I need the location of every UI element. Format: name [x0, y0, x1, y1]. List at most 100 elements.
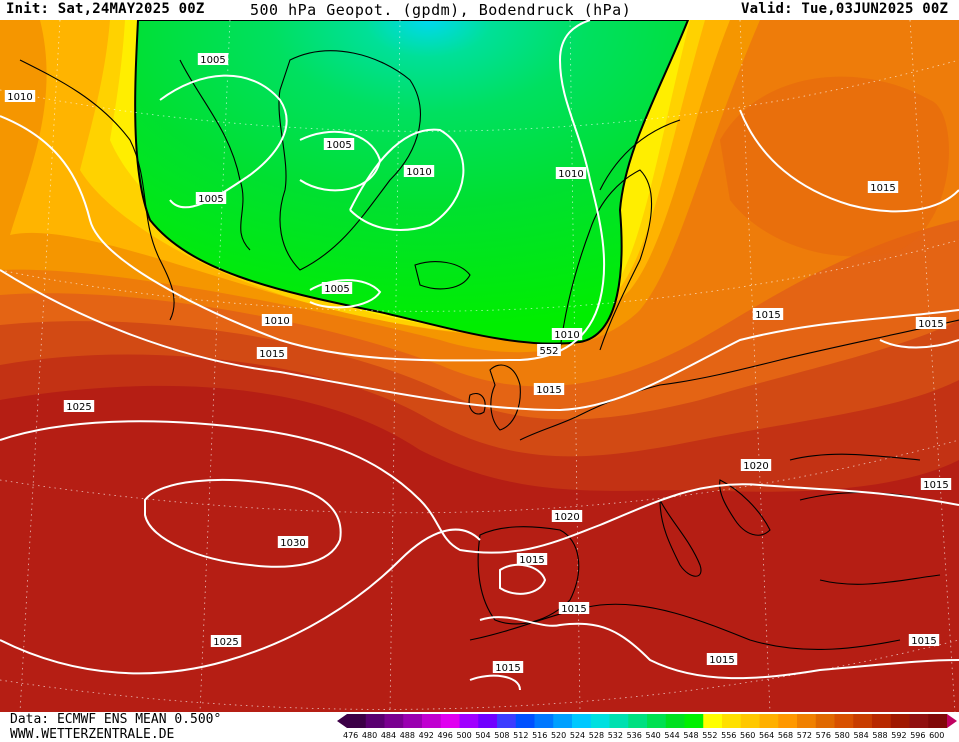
- colorbar-cell: [928, 714, 948, 728]
- colorbar-tick-label: 528: [588, 731, 605, 740]
- colorbar-cell: [478, 714, 498, 728]
- isobar-label-text: 1005: [200, 55, 225, 66]
- isobar-label-text: 1030: [280, 538, 305, 549]
- colorbar-cell: [403, 714, 423, 728]
- colorbar-cell: [628, 714, 648, 728]
- colorbar-tick-label: 496: [437, 731, 453, 740]
- init-time: Init: Sat,24MAY2025 00Z: [6, 1, 205, 17]
- colorbar-tick-label: 552: [702, 731, 718, 740]
- colorbar-tick-label: 500: [456, 731, 472, 740]
- website-link[interactable]: WWW.WETTERZENTRALE.DE: [10, 727, 175, 742]
- colorbar-tick-label: 544: [664, 731, 680, 740]
- colorbar-cell: [909, 714, 929, 728]
- isobar-label-box: [915, 317, 947, 329]
- colorbar-tick-label: 592: [891, 731, 907, 740]
- isobar-label: 1010: [551, 328, 583, 341]
- colorbar-tick-label: 480: [361, 731, 378, 740]
- isobar-label-text: 1020: [743, 461, 768, 472]
- isobar-label-box: [63, 400, 95, 412]
- colorbar-tick-label: 504: [475, 731, 491, 740]
- colorbar-tick-label: 536: [626, 731, 642, 740]
- isobar-label-text: 1010: [558, 169, 583, 180]
- colorbar-tick-label: 520: [550, 731, 567, 740]
- isobar-label: 1015: [908, 634, 940, 647]
- isobar-label-box: [740, 459, 772, 471]
- colorbar-tick-label: 488: [399, 731, 415, 740]
- isobar-label-box: [920, 478, 952, 490]
- colorbar-cell: [703, 714, 723, 728]
- isobar-label-text: 1005: [324, 284, 349, 295]
- colorbar-tick-label: 476: [343, 731, 359, 740]
- coastlines: [19, 50, 959, 651]
- isobar-label-box: [555, 167, 587, 179]
- isobar-label: 1005: [195, 192, 227, 205]
- colorbar-cell: [515, 714, 535, 728]
- isobar-label: 1020: [551, 510, 583, 523]
- colorbar-cell: [534, 714, 554, 728]
- colorbar-tick-label: 588: [872, 731, 888, 740]
- isobar-label: 1015: [516, 553, 548, 566]
- isobar-label-box: [752, 308, 784, 320]
- isobars: [0, 20, 959, 691]
- isobar-label-box: [867, 181, 899, 193]
- colorbar-cell: [815, 714, 835, 728]
- isobar-label-text: 1025: [66, 402, 91, 413]
- isobar-label: 1030: [277, 536, 309, 549]
- isobar-label-box: [277, 536, 309, 548]
- isobar-label-box: [261, 314, 293, 326]
- colorbar-tick-label: 556: [721, 731, 737, 740]
- colorbar-tick-label: 524: [569, 731, 586, 740]
- colorbar-cell: [665, 714, 685, 728]
- colorbar-tick-label: 484: [380, 731, 397, 740]
- isobar-label-box: [558, 602, 590, 614]
- colorbar-cell: [497, 714, 517, 728]
- colorbar-tick-label: 508: [494, 731, 510, 740]
- isobar-label-text: 1015: [918, 319, 943, 330]
- isobar-label: 1010: [261, 314, 293, 327]
- isobar-label-text: 1010: [406, 167, 431, 178]
- isobar-label: 1015: [867, 181, 899, 194]
- colorbar-cell: [890, 714, 910, 728]
- isobar-label: 1025: [63, 400, 95, 413]
- colorbar-tick-label: 584: [853, 731, 869, 740]
- colorbar-cell: [647, 714, 667, 728]
- isobar-label-text: 1020: [554, 512, 579, 523]
- isobar-label-text: 1005: [326, 140, 351, 151]
- forecast-map: 1005 1005 1005 1005 1010 1010 1010 1010 1010 552 1…: [0, 20, 959, 712]
- colorbar-tick-label: 568: [777, 731, 794, 740]
- isobar-label: 1005: [321, 282, 353, 295]
- isobar-label-text: 552: [539, 346, 558, 357]
- isobar-label: 1015: [920, 478, 952, 491]
- colorbar-cell: [365, 714, 385, 728]
- data-source: Data: ECMWF ENS MEAN 0.500°: [10, 712, 222, 727]
- chart-title: 500 hPa Geopot. (gpdm), Bodendruck (hPa): [250, 1, 632, 19]
- colorbar-cell: [459, 714, 479, 728]
- isobar-label-text: 1010: [554, 330, 579, 341]
- isobar-label-text: 1015: [519, 555, 544, 566]
- colorbar-cell: [347, 714, 367, 728]
- isobar-label-text: 1015: [923, 480, 948, 491]
- colorbar-cell: [872, 714, 892, 728]
- isobar-label-text: 1005: [198, 194, 223, 205]
- colorbar-cell: [853, 714, 873, 728]
- graticule: [0, 20, 959, 712]
- isobar-label-text: 1015: [709, 655, 734, 666]
- colorbar-high-arrow: [947, 714, 957, 728]
- colorbar-cell: [553, 714, 573, 728]
- isobar-label: 552: [537, 344, 561, 357]
- isobar-label-text: 1015: [911, 636, 936, 647]
- colorbar-cell: [422, 714, 442, 728]
- isobar-label: 1010: [4, 90, 36, 103]
- trough-552-area: [134, 20, 690, 345]
- isobar-label-box: [492, 661, 524, 673]
- isobar-label-box: [706, 653, 738, 665]
- isobar-labels: 1005 1005 1005 1005 1010 1010 1010 1010 1010 552 1…: [4, 53, 952, 674]
- isobar-label-box: [323, 138, 355, 150]
- isobar-label-text: 1015: [755, 310, 780, 321]
- valid-time: Valid: Tue,03JUN2025 00Z: [741, 1, 949, 17]
- colorbar-tick-label: 512: [513, 731, 529, 740]
- isobar-label: 1005: [197, 53, 229, 66]
- isobar-label-box: [533, 383, 565, 395]
- isobar-label-text: 1010: [264, 316, 289, 327]
- isobar-label-text: 1010: [7, 92, 32, 103]
